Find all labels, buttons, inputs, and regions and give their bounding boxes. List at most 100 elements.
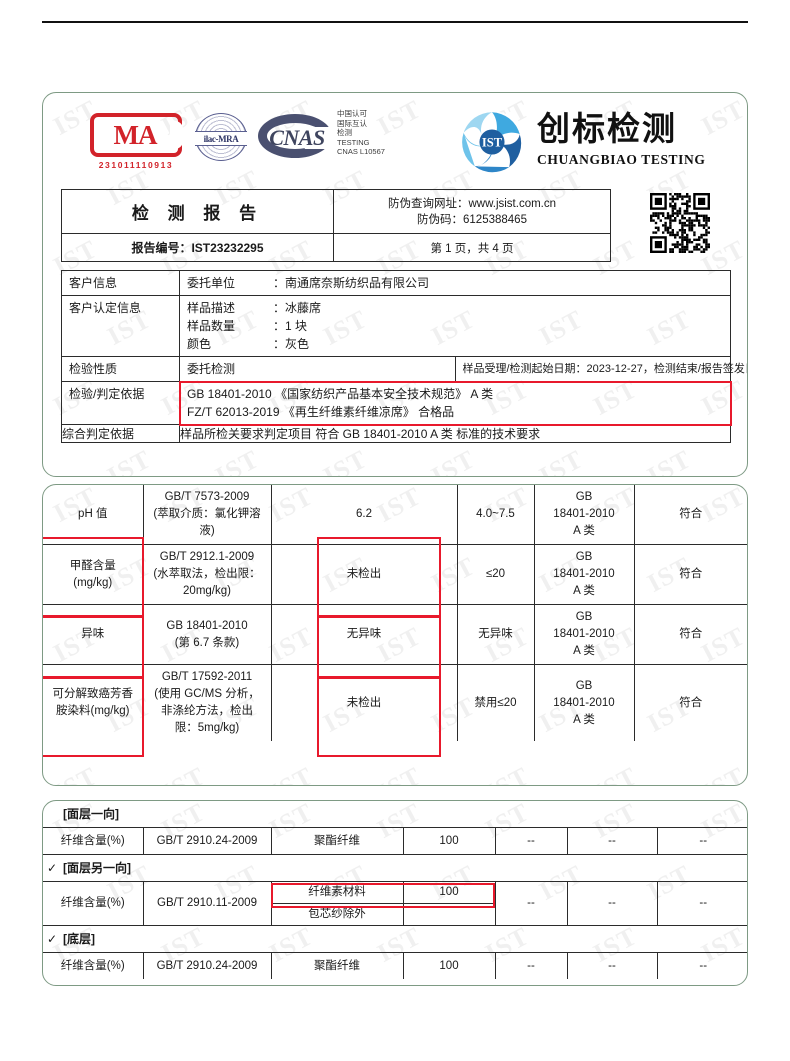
cell-line: 4.0~7.5 — [476, 508, 515, 520]
field-value: 南通席奈斯纺织品有限公司 — [285, 276, 430, 290]
result-requirement-cell: 无异味 — [456, 604, 535, 665]
cell-line: 符合 — [679, 568, 703, 580]
criteria-line: GB 18401-2010 《国家纺织产品基本安全技术规范》 A 类 — [187, 387, 494, 401]
cnas-line: 检测 — [337, 128, 352, 137]
ilac-mark-label: ilac-MRA — [203, 133, 239, 144]
cell-line: 胺染料(mg/kg) — [56, 705, 130, 717]
result-requirement-cell: 4.0~7.5 — [456, 485, 535, 545]
cell-line: 异味 — [81, 628, 105, 640]
cell-line: (使用 GC/MS 分析， — [154, 688, 260, 700]
table-row: 客户认定信息 样品描述 ： 冰藤席 样品数量 ： 1 块 — [61, 295, 731, 357]
table-row: 异味 GB 18401-2010 (第 6.7 条款) 无异味 无异味 GB 18401-2… — [43, 604, 747, 665]
table-row: 可分解致癌芳香 胺染料(mg/kg) GB/T 17592-2011 (使用 GC/M… — [43, 664, 747, 741]
field-key: 颜色 — [187, 337, 212, 351]
cell-line: 无异味 — [346, 628, 382, 640]
result-item-cell: 甲醛含量 (mg/kg) — [43, 544, 144, 605]
ilac-mra-icon: ilac-MRA — [195, 113, 247, 161]
result-value-cell: 未检出 — [270, 664, 458, 741]
result-requirement-cell: ≤20 — [456, 544, 535, 605]
table-row: pH 值 GB/T 7573-2009 (萃取介质：氯化钾溶 液) 6.2 4.0~7.5… — [43, 485, 747, 545]
overall-verdict-value: 样品所检关要求判定项目 符合 GB 18401-2010 A 类 标准的技术要求 — [179, 424, 731, 443]
result-value-cell: 无异味 — [270, 604, 458, 665]
svg-text:IST: IST — [482, 136, 503, 150]
cell-line: (第 6.7 条款) — [174, 636, 240, 649]
fiber-section-header: ✓ [面层另一向] — [43, 854, 747, 882]
fiber-component-name: 纤维素材料 — [271, 882, 403, 904]
table-row: 纤维含量(%) GB/T 2910.24-2009 聚酯纤维 100 -- -- -- — [43, 952, 747, 979]
field-key: 样品描述 — [187, 301, 236, 315]
cell-line: 液) — [199, 525, 215, 537]
fiber-method-cell: GB/T 2910.11-2009 — [142, 881, 272, 926]
fiber-note: 包芯纱除外 — [308, 908, 366, 920]
result-basis-cell: GB 18401-2010 A 类 — [533, 604, 635, 665]
inspection-nature-value: 委托检测 — [179, 356, 456, 382]
table-row: 检 测 报 告 防伪查询网址：www.jsist.com.cn 防伪码：6125… — [61, 189, 611, 234]
test-results-panel: IST IST IST IST IST IST IST IST IST IST IST IST IST I… — [42, 484, 748, 786]
cell-line: 无异味 — [478, 628, 513, 640]
fiber-method-cell: GB/T 2910.24-2009 — [142, 952, 272, 979]
field-sep: ： — [273, 337, 286, 351]
fiber-content-table: [面层一向] 纤维含量(%) GB/T 2910.24-2009 聚酯纤维 100 -- -… — [43, 801, 747, 979]
cell-line: 18401-2010 — [553, 628, 615, 640]
fiber-requirement-cell: -- — [494, 952, 568, 979]
cell-line: A 类 — [573, 713, 595, 726]
cell-line: 限：5mg/kg) — [174, 722, 240, 734]
result-basis-cell: GB 18401-2010 A 类 — [533, 485, 635, 545]
result-verdict-cell: 符合 — [633, 664, 747, 741]
cell-line: A 类 — [573, 645, 595, 657]
cell-line: (萃取介质：氯化钾溶 — [153, 508, 261, 520]
fiber-item-cell: 纤维含量(%) — [43, 827, 144, 855]
cell-line: ≤20 — [485, 568, 506, 580]
report-title-cell: 检 测 报 告 — [61, 189, 334, 234]
table-row: 检验性质 委托检测 样品受理/检测起始日期：2023-12-27，检测结束/报告… — [61, 356, 747, 382]
result-basis-cell: GB 18401-2010 A 类 — [533, 544, 635, 605]
ma-number-label: 231011110913 — [98, 160, 174, 170]
cell-line: 18401-2010 — [553, 696, 615, 709]
cell-line: 可分解致癌芳香 — [52, 688, 134, 700]
fiber-value-cell: 100. — [402, 881, 496, 926]
cell-line: 18401-2010 — [553, 508, 615, 520]
result-item-cell: 可分解致癌芳香 胺染料(mg/kg) — [43, 664, 144, 741]
ma-certification-icon: MA 231011110913 — [90, 113, 183, 170]
criteria-values-highlighted: GB 18401-2010 《国家纺织产品基本安全技术规范》 A 类 FZ/T … — [178, 380, 732, 426]
cnas-line: TESTING — [337, 137, 370, 147]
cell-line: 20mg/kg) — [183, 585, 231, 597]
accreditation-logo-row: MA 231011110913 ilac-MRA CNAS 中国认可 国际互认 检测… — [43, 93, 747, 189]
field-value: 冰藤席 — [285, 301, 322, 315]
cell-line: 6.2 — [356, 508, 372, 520]
table-row: 检验/判定依据 GB 18401-2010 《国家纺织产品基本安全技术规范》 A… — [61, 380, 732, 426]
fiber-requirement-cell: -- — [494, 827, 568, 855]
ma-mark-label: MA — [113, 119, 158, 150]
qr-code-icon — [650, 193, 711, 253]
cell-line: 未检出 — [346, 568, 382, 580]
fiber-requirement-cell: -- — [494, 881, 568, 926]
fiber-verdict-cell: -- — [656, 952, 747, 979]
fiber-basis-cell: -- — [566, 881, 658, 926]
fiber-section-header: [面层一向] — [43, 801, 747, 828]
lab-title-block: 创标检测 CHUANGBIAO TESTING — [537, 111, 705, 168]
client-verified-values: 样品描述 ： 冰藤席 样品数量 ： 1 块 颜色 ： 灰色 — [179, 295, 731, 357]
fiber-section-header: ✓ [底层] — [43, 925, 747, 953]
top-divider-rule — [42, 21, 748, 23]
fiber-section-title: [面层另一向] — [63, 860, 131, 875]
result-verdict-cell: 符合 — [633, 604, 747, 665]
lab-name-cn: 创标检测 — [537, 112, 677, 148]
ist-logo-icon: IST — [459, 109, 525, 175]
fiber-section-title: [底层] — [63, 931, 95, 946]
field-sep: ： — [273, 319, 286, 333]
fiber-section-title: [面层一向] — [63, 806, 119, 821]
fiber-component-cell: 聚酯纤维 — [270, 952, 404, 979]
fiber-value-cell: 100 — [402, 827, 496, 855]
check-icon: ✓ — [47, 931, 58, 946]
fiber-item-cell: 纤维含量(%) — [43, 881, 144, 926]
cnas-line: 中国认可 — [337, 109, 367, 118]
cell-line: 符合 — [679, 628, 703, 640]
cell-line: GB/T 2912.1-2009 — [159, 551, 255, 563]
cell-line: GB/T 7573-2009 — [164, 491, 250, 503]
cell-line: GB — [575, 611, 593, 623]
anti-fake-url: 防伪查询网址：www.jsist.com.cn — [387, 197, 557, 210]
criteria-label: 检验/判定依据 — [61, 381, 180, 425]
result-value-cell: 未检出 — [270, 544, 458, 605]
cell-line: GB 18401-2010 — [166, 619, 248, 632]
lab-name-en: CHUANGBIAO TESTING — [537, 152, 706, 167]
